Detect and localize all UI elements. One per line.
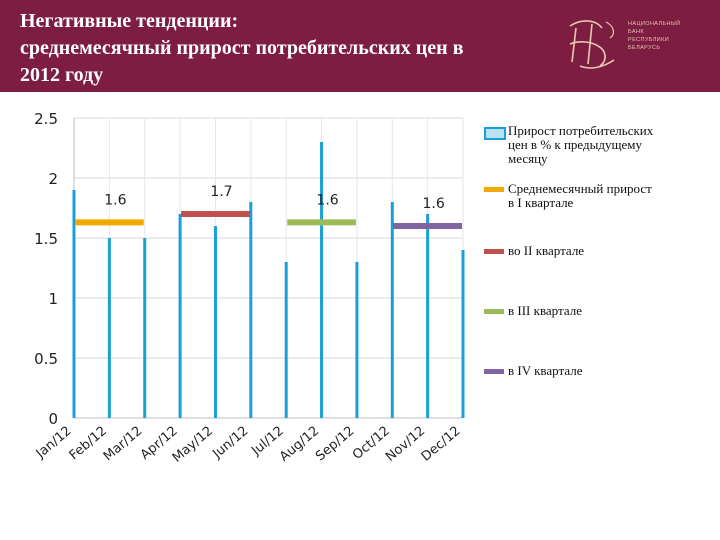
logo-line: НАЦИОНАЛЬНЫЙ [628,21,681,27]
legend-label: Среднемесячный прирост в I квартале [508,182,652,210]
bar [426,214,430,418]
legend-label: в IV квартале [508,364,582,378]
bar [143,238,147,418]
legend-swatch [484,369,504,374]
legend-label: в III квартале [508,304,582,318]
y-tick-label: 1 [48,290,58,308]
legend-label-line: в III квартале [508,303,582,318]
data-label: 1.6 [423,196,445,212]
x-tick-label: Nov/12 [383,424,428,465]
x-tick-label: Jun/12 [209,424,251,463]
legend-label-line: месяцу [508,151,548,166]
data-label: 1.7 [210,184,232,200]
legend-label-line: во II квартале [508,243,585,258]
y-tick-label: 0 [48,410,58,428]
y-tick-label: 0.5 [34,350,58,368]
x-tick-label: Jan/12 [33,424,75,462]
x-tick-label: Sep/12 [313,424,357,465]
logo-text: НАЦИОНАЛЬНЫЙ БАНК РЕСПУБЛИКИ БЕЛАРУСЬ [628,20,681,52]
price-growth-chart: 00.511.522.51.61.71.6 1.6Jan/12Feb/12Mar/… [33,110,465,466]
bar [284,262,288,418]
legend-label-line: в I квартале [508,195,574,210]
x-tick-label: May/12 [170,424,216,466]
logo-line: БАНК [628,29,644,35]
y-tick-label: 1.5 [34,230,58,248]
logo-line: БЕЛАРУСЬ [628,45,661,51]
y-tick-label: 2 [48,170,58,188]
title-line-3: 2012 году [20,64,104,86]
data-label: 1.6 [104,192,126,208]
legend-label-line: Среднемесячный прирост [508,181,652,196]
bar [355,262,359,418]
data-label: 1.6 [316,192,338,208]
legend-swatch [484,249,504,254]
legend-swatch [484,309,504,314]
legend-label: Прирост потребительских цен в % к предыду… [508,124,653,166]
bar [249,202,253,418]
bank-logo: НАЦИОНАЛЬНЫЙ БАНК РЕСПУБЛИКИ БЕЛАРУСЬ [562,16,712,72]
legend-label-line: цен в % к предыдущему [508,137,642,152]
bar [320,142,324,418]
bar [178,214,182,418]
bar [107,238,111,418]
x-tick-label: Aug/12 [277,424,322,465]
x-tick-label: Dec/12 [419,424,464,465]
bar [390,202,394,418]
bar [213,226,217,418]
bar [461,250,465,418]
slide-title: Негативные тенденции: среднемесячный при… [20,8,540,89]
legend-swatch [484,127,506,140]
slide-header: Негативные тенденции: среднемесячный при… [0,0,720,92]
monogram-icon [569,20,615,69]
y-tick-label: 2.5 [34,110,58,128]
bar [72,190,76,418]
legend-label-line: в IV квартале [508,363,583,378]
legend-swatch [484,187,504,192]
legend-label: во II квартале [508,244,584,258]
title-line-2: среднемесячный прирост потребительских ц… [20,37,464,59]
logo-line: РЕСПУБЛИКИ [628,37,670,43]
title-line-1: Негативные тенденции: [20,10,239,32]
legend-label-line: Прирост потребительских [508,123,654,138]
x-tick-label: Mar/12 [101,424,145,465]
